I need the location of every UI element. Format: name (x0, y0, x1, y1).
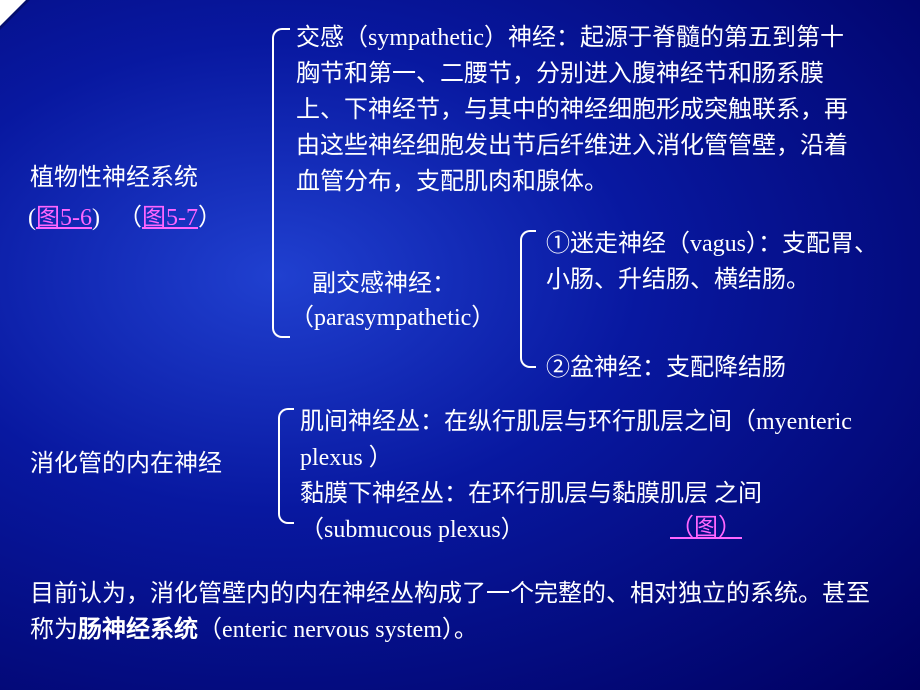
text-pelvic: ②盆神经：支配降结肠 (546, 350, 886, 386)
paren-close: ) (92, 205, 100, 231)
text-vagus: ①迷走神经（vagus）：支配胃、小肠、升结肠、横结肠。 (546, 226, 886, 298)
label-parasympathetic-2: （parasympathetic） (290, 300, 495, 336)
section-title-intrinsic: 消化管的内在神经 (30, 446, 222, 482)
brace-autonomic (272, 28, 290, 338)
paren-close-2: ） (198, 205, 222, 231)
brace-parasympathetic (520, 230, 536, 368)
text-myenteric: 肌间神经丛：在纵行肌层与环行肌层之间（myenteric plexus ） (300, 404, 860, 476)
brace-intrinsic (278, 408, 294, 524)
paren-open-2: （ (118, 205, 142, 231)
text-submucous: 黏膜下神经丛：在环行肌层与黏膜肌层 之间（submucous plexus） (300, 476, 860, 548)
link-fig-5-7[interactable]: 图5-7 (142, 205, 198, 231)
label-parasympathetic-1: 副交感神经： (312, 266, 456, 302)
fig-links-row: (图5-6) （图5-7） (28, 200, 222, 236)
link-figure[interactable]: （图） (670, 515, 742, 541)
corner-fold (0, 0, 26, 26)
link-fig-5-6[interactable]: 图5-6 (36, 205, 92, 231)
section-title-autonomic: 植物性神经系统 (30, 160, 198, 196)
paren-open: ( (28, 205, 36, 231)
summary-bold-term: 肠神经系统 (78, 617, 198, 643)
text-summary: 目前认为，消化管壁内的内在神经丛构成了一个完整的、相对独立的系统。甚至称为肠神经… (30, 576, 880, 648)
summary-suffix: （enteric nervous system）。 (198, 617, 478, 643)
link-figure-wrapper: （图） (670, 510, 742, 546)
text-sympathetic: 交感（sympathetic）神经：起源于脊髓的第五到第十胸节和第一、二腰节，分… (296, 20, 866, 200)
